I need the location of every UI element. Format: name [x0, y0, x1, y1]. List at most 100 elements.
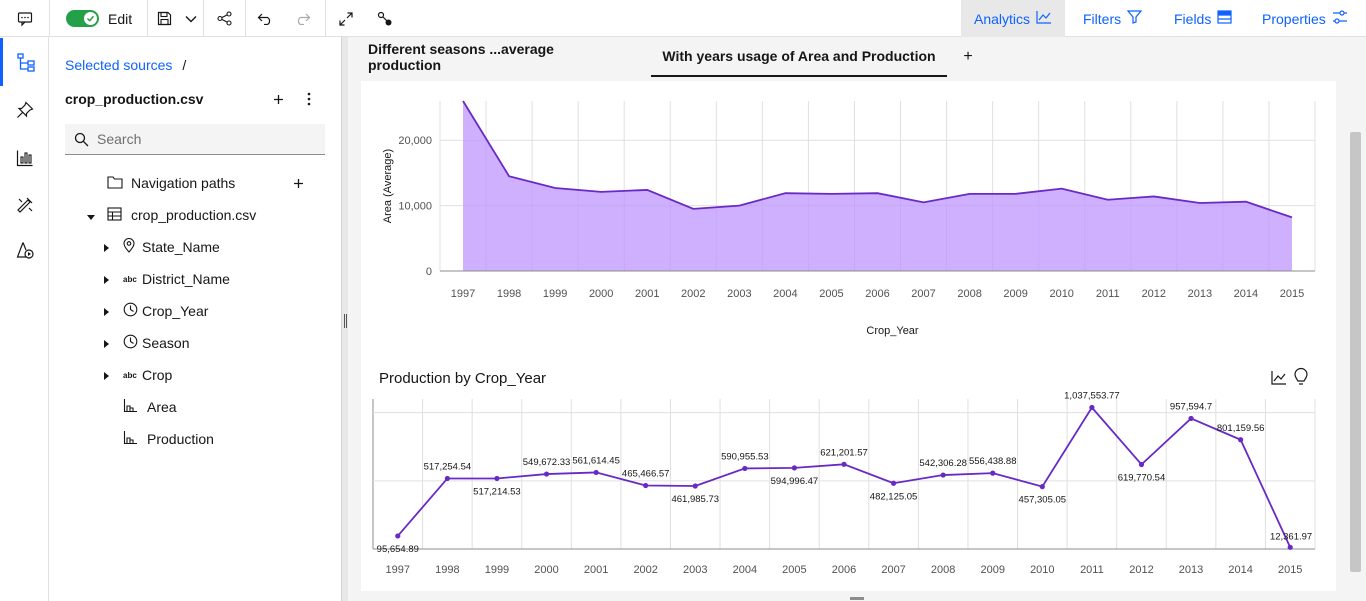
- line-chart-data-label: 590,955.53: [721, 451, 769, 462]
- line-chart-data-label: 461,985.73: [671, 494, 719, 505]
- expand-caret-icon[interactable]: [104, 239, 123, 255]
- tree-item-label: Area: [147, 399, 177, 415]
- area-chart-x-tick-label: 2012: [1142, 288, 1166, 300]
- properties-link[interactable]: Properties: [1262, 0, 1348, 37]
- tab-different-seasons[interactable]: Different seasons ...average production: [368, 41, 554, 73]
- redo-icon[interactable]: [290, 0, 316, 37]
- folder-icon: [107, 175, 131, 192]
- tree-item-label: District_Name: [142, 271, 230, 287]
- line-chart-data-point: [1089, 404, 1095, 411]
- insights-lightbulb-icon: [1294, 367, 1308, 385]
- tree-item-label: Crop: [142, 367, 173, 383]
- edit-toggle[interactable]: [64, 0, 100, 37]
- line-chart-data-point: [494, 475, 500, 482]
- visualizations-icon[interactable]: [0, 133, 49, 183]
- line-chart-x-tick-label: 2001: [584, 564, 608, 576]
- filters-link[interactable]: Filters: [1083, 0, 1143, 37]
- add-navigation-path-icon[interactable]: [293, 176, 304, 192]
- line-chart-x-tick-label: 2010: [1030, 564, 1054, 576]
- measure-icon: [123, 398, 147, 416]
- area-chart-y-tick-label: 10,000: [398, 201, 432, 213]
- undo-icon[interactable]: [252, 0, 278, 37]
- add-tab-button[interactable]: +: [963, 48, 973, 65]
- resize-handle-icon[interactable]: [850, 597, 864, 600]
- drag-handle-icon[interactable]: [344, 314, 347, 328]
- line-chart-x-tick-label: 2004: [733, 564, 757, 576]
- line-chart-data-point: [742, 465, 748, 472]
- line-chart-x-tick-label: 2005: [782, 564, 806, 576]
- line-chart-data-label: 12,361.97: [1270, 531, 1312, 542]
- area-chart-x-axis-title: Crop_Year: [866, 325, 919, 337]
- tree-item-district-name[interactable]: abc District_Name: [104, 267, 230, 291]
- area-chart-x-tick-label: 1998: [497, 288, 521, 300]
- properties-icon: [1332, 10, 1348, 27]
- pin-icon[interactable]: [0, 85, 49, 135]
- search-field[interactable]: Search: [65, 124, 325, 155]
- data-sources-icon[interactable]: [0, 38, 49, 86]
- line-chart-data-point: [791, 465, 798, 471]
- area-chart-x-tick-label: 2008: [957, 288, 981, 300]
- tree-item-season[interactable]: Season: [104, 331, 189, 355]
- line-chart-x-tick-label: 2000: [534, 564, 558, 576]
- search-placeholder: Search: [97, 131, 142, 147]
- area-chart-x-tick-label: 1997: [451, 288, 475, 300]
- expand-caret-icon[interactable]: [104, 303, 123, 319]
- edit-label: Edit: [108, 10, 133, 27]
- measure-icon: [123, 430, 147, 448]
- save-icon[interactable]: [152, 0, 176, 37]
- area-chart-x-tick-label: 2004: [773, 288, 797, 300]
- tree-item-navigation-paths[interactable]: Navigation paths: [107, 171, 235, 195]
- abc-icon: abc: [123, 274, 137, 284]
- add-source-icon[interactable]: [270, 90, 286, 108]
- area-chart-x-tick-label: 2015: [1280, 288, 1304, 300]
- line-chart-data-label: 801,159.56: [1217, 423, 1265, 434]
- breadcrumb-selected-sources[interactable]: Selected sources: [65, 57, 173, 73]
- panel-splitter[interactable]: [341, 37, 348, 601]
- line-chart-x-tick-label: 2013: [1179, 564, 1203, 576]
- vertical-scrollbar-track[interactable]: [1340, 81, 1352, 591]
- drill-through-icon[interactable]: [372, 0, 398, 37]
- properties-label: Properties: [1262, 10, 1326, 27]
- overflow-menu-icon[interactable]: [301, 90, 317, 108]
- line-chart-data-label: 517,214.53: [473, 486, 521, 497]
- area-chart-x-tick-label: 2006: [865, 288, 889, 300]
- line-chart-x-tick-label: 2002: [633, 564, 657, 576]
- dashboard-canvas: Different seasons ...average production …: [348, 37, 1366, 601]
- expand-icon[interactable]: [333, 0, 359, 37]
- save-menu-chevron-icon[interactable]: [180, 0, 202, 37]
- tree-item-production[interactable]: Production: [123, 427, 214, 451]
- line-chart-data-label: 517,254.54: [424, 461, 472, 472]
- area-chart-x-tick-label: 2000: [589, 288, 613, 300]
- comment-icon[interactable]: [0, 0, 49, 37]
- area-chart-x-tick-label: 2014: [1234, 288, 1258, 300]
- fields-link[interactable]: Fields: [1174, 0, 1232, 37]
- tree-item-area[interactable]: Area: [123, 395, 177, 419]
- line-chart-data-label: 594,996.47: [771, 476, 819, 487]
- expand-caret-icon[interactable]: [104, 271, 123, 287]
- tree-item-crop-production-csv[interactable]: crop_production.csv: [87, 203, 256, 227]
- collapse-caret-icon[interactable]: [87, 207, 107, 223]
- assistant-icon[interactable]: [0, 225, 49, 275]
- charts-svg: 0 10,000 20,000 1997 1998 1999 2000 2001 2002 200…: [372, 100, 1316, 576]
- line-chart-x-tick-label: 2007: [881, 564, 905, 576]
- analytics-link[interactable]: Analytics: [961, 0, 1065, 37]
- line-chart-x-tick-label: 2011: [1080, 564, 1104, 576]
- line-chart-data-point: [543, 471, 550, 477]
- tree-item-crop-year[interactable]: Crop_Year: [104, 299, 208, 323]
- line-chart-title: Production by Crop_Year: [379, 370, 546, 387]
- tab-years-usage[interactable]: With years usage of Area and Production: [651, 37, 947, 77]
- vertical-scrollbar-thumb[interactable]: [1350, 132, 1361, 572]
- tree-item-state-name[interactable]: State_Name: [104, 235, 220, 259]
- share-icon[interactable]: [210, 0, 238, 37]
- area-chart-x-tick-label: 2003: [727, 288, 751, 300]
- line-chart-data-point: [940, 472, 946, 478]
- tree-item-label: Crop_Year: [142, 303, 209, 319]
- tools-icon[interactable]: [0, 180, 49, 230]
- tree-item-crop[interactable]: abc Crop: [104, 363, 172, 387]
- area-chart-x-tick-label: 2001: [635, 288, 659, 300]
- line-chart-data-point: [643, 482, 649, 489]
- line-chart-x-tick-label: 2008: [931, 564, 955, 576]
- expand-caret-icon[interactable]: [104, 335, 123, 351]
- line-chart-data-label: 561,614.45: [572, 455, 620, 466]
- expand-caret-icon[interactable]: [104, 367, 123, 383]
